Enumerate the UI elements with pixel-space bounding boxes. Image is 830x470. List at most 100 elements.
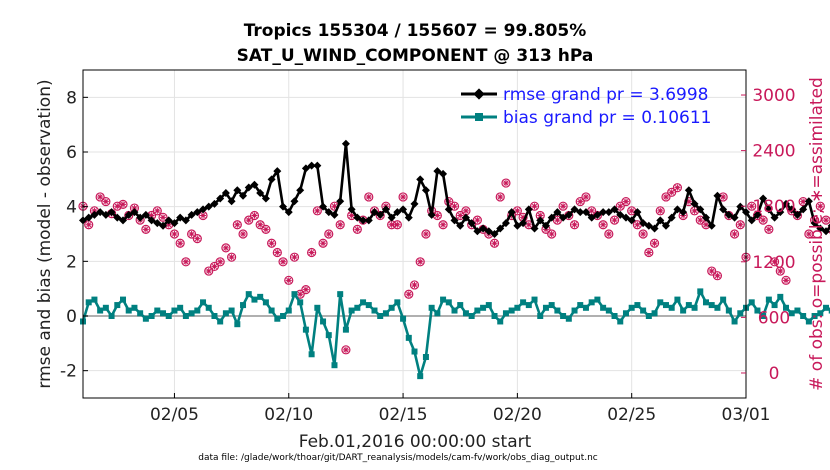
rmse-point — [679, 208, 688, 217]
bias-point — [788, 310, 795, 317]
rmse-point — [593, 210, 602, 219]
rmse-point — [461, 213, 470, 222]
bias-point — [422, 354, 429, 360]
obs-possible-point — [181, 257, 191, 267]
obs-assimilated-point — [194, 235, 201, 242]
obs-assimilated-point — [640, 231, 647, 237]
bias-point — [240, 302, 247, 309]
bias-point — [354, 304, 361, 311]
obs-assimilated-point — [708, 268, 715, 275]
bias-point — [342, 326, 349, 333]
rmse-point — [736, 202, 745, 211]
obs-assimilated-point — [97, 193, 104, 200]
obs-assimilated-point — [617, 203, 624, 210]
bias-point — [251, 296, 258, 303]
obs-assimilated-point — [297, 291, 304, 298]
bias-point — [805, 318, 812, 325]
obs-possible-point — [318, 238, 328, 248]
bias-point — [823, 304, 830, 311]
rmse-point — [467, 219, 476, 228]
obs-assimilated-point — [200, 212, 207, 219]
rmse-point — [227, 197, 236, 206]
bias-point — [697, 288, 704, 295]
rmse-point — [239, 191, 248, 200]
y-left-axis-ticks: -2 0 2 4 6 8 — [60, 88, 88, 382]
rmse-point — [501, 219, 510, 228]
obs-assimilated-point — [91, 207, 98, 214]
obs-assimilated-point — [600, 221, 607, 228]
obs-possible-point — [758, 215, 768, 225]
rmse-point — [633, 208, 642, 217]
rmse-point — [267, 175, 276, 184]
rmse-point — [627, 216, 636, 225]
obs-possible-point — [267, 238, 277, 248]
bias-point — [628, 304, 635, 311]
obs-possible-point — [735, 220, 745, 230]
obs-assimilated-point — [262, 226, 269, 233]
bias-point — [97, 307, 104, 314]
bias-point — [531, 296, 538, 303]
plot-frame — [82, 69, 747, 399]
rmse-point — [713, 191, 722, 200]
rmse-point — [124, 210, 133, 219]
obs-possible-point — [141, 224, 151, 234]
obs-possible-point — [489, 238, 500, 248]
obs-possible-point — [581, 192, 591, 202]
obs-assimilated-point — [142, 226, 149, 233]
obs-assimilated-point — [285, 277, 292, 284]
bias-point — [154, 307, 161, 314]
obs-assimilated-point — [622, 198, 629, 205]
rmse-point — [559, 213, 568, 222]
obs-assimilated-point — [537, 212, 544, 219]
bias-point — [434, 310, 441, 317]
obs-assimilated-point — [502, 180, 509, 187]
bias-line — [81, 290, 830, 378]
obs-assimilated-point — [257, 221, 264, 228]
obs-possible-point — [781, 275, 791, 285]
obs-assimilated-point — [645, 249, 652, 256]
bias-point — [211, 313, 218, 319]
rmse-point — [661, 221, 670, 230]
bias-point — [108, 313, 115, 319]
obs-possible-point — [341, 345, 351, 355]
obs-assimilated-point — [308, 249, 315, 256]
obs-possible-point — [404, 289, 414, 299]
obs-assimilated-point — [748, 203, 755, 210]
rmse-point — [319, 202, 328, 211]
bias-point — [571, 307, 578, 314]
rmse-point — [513, 221, 522, 230]
obs-assimilated-point — [165, 221, 172, 228]
obs-assimilated-point — [302, 286, 309, 293]
bias-point — [800, 313, 807, 319]
obs-possible-point — [764, 224, 774, 234]
rmse-point — [530, 224, 539, 233]
rmse-point — [610, 205, 619, 214]
obs-possible-point — [598, 220, 608, 230]
bias-point — [640, 307, 647, 314]
rmse-point — [587, 213, 596, 222]
chart-title-line2: SAT_U_WIND_COMPONENT @ 313 hPa — [237, 46, 594, 66]
bias-point — [205, 304, 212, 311]
obs-assimilated-point — [331, 203, 338, 210]
bias-point — [102, 304, 109, 311]
obs-possible-point — [609, 215, 620, 225]
rmse-point — [564, 210, 573, 219]
obs-assimilated-point — [245, 217, 252, 224]
rmse-point — [279, 202, 288, 211]
rmse-point — [621, 213, 630, 222]
obs-possible-point — [227, 252, 237, 262]
x-tick-label: 03/01 — [722, 405, 771, 425]
obs-possible-point — [558, 201, 568, 211]
obs-possible-point — [169, 229, 180, 239]
bias-point — [634, 302, 641, 309]
rmse-point — [181, 216, 190, 225]
rmse-point — [536, 216, 545, 225]
bias-point — [565, 315, 572, 322]
obs-possible-point — [392, 220, 402, 230]
chart-title-line1: Tropics 155304 / 155607 = 99.805% — [244, 21, 587, 41]
rmse-point — [490, 230, 499, 238]
rmse-point — [347, 205, 356, 214]
bias-point — [371, 307, 378, 314]
obs-possible-point — [301, 284, 311, 295]
